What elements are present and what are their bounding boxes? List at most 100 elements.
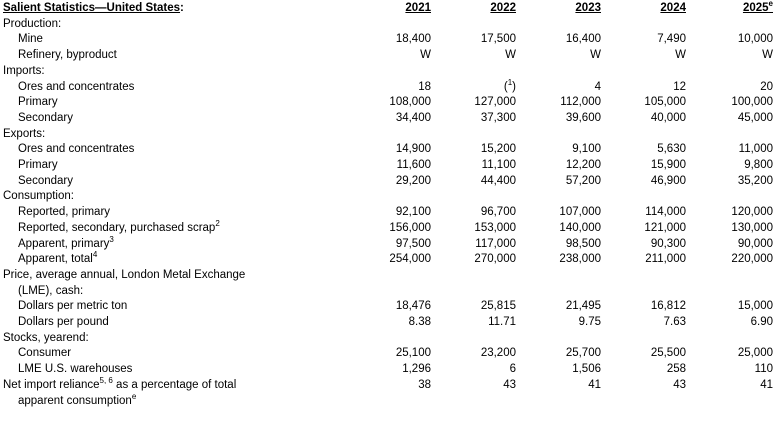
cell-value: 15,000	[737, 300, 773, 313]
cell-value: 110	[754, 363, 773, 376]
cell-value: 90,300	[650, 237, 686, 250]
cell-value	[601, 17, 686, 33]
cell-value: 23,200	[480, 347, 516, 360]
cell-value: 140,000	[559, 221, 601, 234]
cell-value: 44,400	[480, 174, 516, 187]
table-row: Primary 108,000 127,000 112,000 105,000 100,0…	[3, 95, 773, 111]
table-row: Reported, primary 92,100 96,700 107,000 114,…	[3, 205, 773, 221]
cell-value	[353, 268, 431, 299]
cell-value: 117,000	[475, 237, 516, 250]
cell-value: 25,815	[480, 300, 516, 313]
row-label-text: Reported, secondary, purchased scrap2	[18, 219, 220, 234]
table-row: Primary 11,600 11,100 12,200 15,900 9,800	[3, 158, 773, 174]
row-label: Apparent, total4	[3, 250, 353, 268]
cell-value	[353, 127, 431, 143]
table-row: Consumption:	[3, 189, 773, 205]
cell-value: 38	[418, 378, 431, 391]
cell-value	[686, 268, 773, 299]
row-label-text: Exports:	[3, 127, 46, 140]
year-header-2022: 2022	[490, 2, 516, 14]
cell-value: 45,000	[737, 111, 773, 124]
row-label-text: Production:	[3, 17, 62, 30]
cell-value: 4	[594, 80, 601, 93]
row-label-continuation: apparent consumptione	[18, 391, 137, 407]
cell-value: 12,200	[565, 159, 601, 172]
cell-value: 25,100	[395, 347, 431, 360]
row-label-continuation: (LME), cash:	[18, 284, 84, 297]
cell-value: 7.63	[663, 316, 686, 329]
row-label-text: Refinery, byproduct	[18, 49, 117, 62]
cell-value: 97,500	[395, 237, 431, 250]
row-label: Consumption:	[3, 189, 353, 205]
cell-value: 43	[673, 378, 686, 391]
cell-value: 34,400	[395, 111, 431, 124]
cell-value: 18,400	[395, 33, 431, 46]
cell-value	[431, 268, 516, 299]
cell-value: 12	[673, 80, 686, 93]
cell-value: 114,000	[645, 206, 686, 219]
row-label: Reported, secondary, purchased scrap2	[3, 219, 353, 237]
cell-value: 41	[588, 378, 601, 391]
cell-value: 130,000	[731, 221, 773, 234]
cell-value	[516, 64, 601, 80]
cell-value: 5,630	[657, 143, 686, 156]
table-row: Ores and concentrates 14,900 15,200 9,100 5,…	[3, 142, 773, 158]
row-label-text: LME U.S. warehouses	[18, 363, 133, 376]
row-label-text: Reported, primary	[18, 206, 111, 219]
table-row: Dollars per metric ton 18,476 25,815 21,495…	[3, 299, 773, 315]
row-label: Ores and concentrates	[3, 142, 353, 158]
year-header-2024: 2024	[660, 2, 686, 14]
cell-value	[516, 331, 601, 347]
cell-value: 20	[760, 80, 773, 93]
superscript-note: 5, 6	[99, 376, 113, 386]
cell-value	[353, 331, 431, 347]
cell-value: 15,900	[650, 159, 686, 172]
cell-value: 46,900	[650, 174, 686, 187]
row-label-text: Ores and concentrates	[18, 80, 135, 93]
cell-value: 108,000	[389, 96, 431, 109]
table-row: LME U.S. warehouses 1,296 6 1,506 258 110	[3, 362, 773, 378]
cell-value: 39,600	[565, 111, 601, 124]
table-row: Production:	[3, 17, 773, 33]
row-label-text: Price, average annual, London Metal Exch…	[3, 268, 246, 281]
year-header-2021: 2021	[405, 2, 431, 14]
superscript-note: 3	[109, 234, 114, 244]
row-label: LME U.S. warehouses	[3, 362, 353, 378]
cell-value	[516, 17, 601, 33]
table-row: Reported, secondary, purchased scrap2 156…	[3, 219, 773, 237]
cell-value: 270,000	[474, 253, 516, 266]
superscript-note: e	[131, 391, 137, 401]
cell-value: 25,000	[737, 347, 773, 360]
cell-value	[353, 189, 431, 205]
cell-value	[353, 64, 431, 80]
row-label-text: Imports:	[3, 64, 45, 77]
table-row: Net import reliance5, 6 as a percentage …	[3, 376, 773, 409]
table-row: Ores and concentrates 18 (1) 4 12 20	[3, 78, 773, 96]
cell-value: 238,000	[559, 253, 601, 266]
cell-value	[601, 268, 686, 299]
salient-statistics-table: Salient Statistics—United States: 2021 2…	[3, 0, 773, 409]
row-label-text: Apparent, total4	[18, 250, 98, 266]
cell-value: 11,600	[396, 159, 431, 172]
cell-value: 107,000	[559, 206, 601, 219]
cell-value: 120,000	[731, 206, 773, 219]
cell-value: 92,100	[395, 206, 431, 219]
row-label: Consumer	[3, 346, 353, 362]
page-title: Salient Statistics—United States:	[3, 1, 353, 17]
table-row: Mine 18,400 17,500 16,400 7,490 10,000	[3, 32, 773, 48]
cell-value: 21,495	[565, 300, 601, 313]
row-label: Secondary	[3, 111, 353, 127]
cell-value: 35,200	[737, 174, 773, 187]
cell-value	[686, 64, 773, 80]
row-label: Apparent, primary3	[3, 234, 353, 253]
table-row: Secondary 34,400 37,300 39,600 40,000 45,000	[3, 111, 773, 127]
cell-value	[516, 127, 601, 143]
cell-value: 10,000	[737, 33, 773, 46]
row-label: Price, average annual, London Metal Exch…	[3, 268, 353, 299]
cell-value	[686, 17, 773, 33]
row-label-text: Consumer	[18, 347, 72, 360]
cell-value: 7,490	[657, 33, 686, 46]
row-label: Dollars per metric ton	[3, 299, 353, 315]
superscript-note: 2	[215, 219, 220, 229]
